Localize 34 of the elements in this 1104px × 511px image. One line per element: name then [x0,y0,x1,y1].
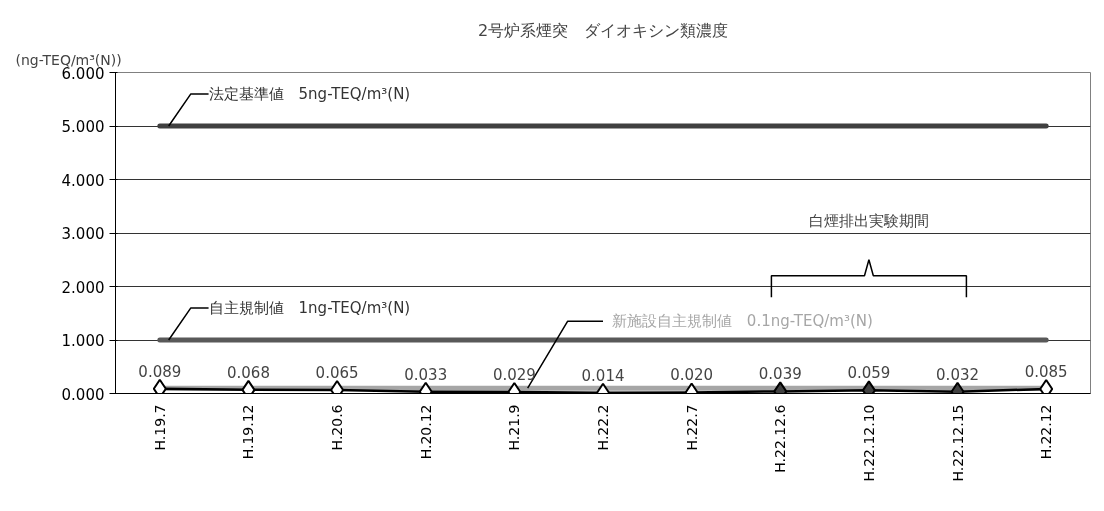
chart-title: 2号炉系煙突 ダイオキシン類濃度 [477,20,729,40]
ref-line-label: 法定基準値 5ng-TEQ/m³(N) [208,84,411,103]
x-tick-label: H.19.12 [240,404,257,460]
y-tick-label: 0.000 [61,385,105,404]
x-tick-label: H.20.6 [329,404,346,451]
x-tick-label: H.19.7 [151,404,168,451]
annotation: 白煙排出実験期間 [808,212,929,231]
y-axis-title: (ng-TEQ/m³(N)) [15,51,122,68]
x-tick-label: H.21.9 [506,404,523,451]
x-tick-label: H.22.12.10 [860,404,877,482]
data-label: 0.039 [758,365,802,384]
y-tick-label: 2.000 [61,278,105,297]
data-label: 0.065 [315,364,359,383]
data-label: 0.020 [670,366,714,385]
data-label: 0.068 [226,363,270,382]
x-tick-label: H.22.7 [683,404,700,451]
x-tick-label: H.22.12.6 [772,404,789,473]
ref-line-label: 新施設自主規制値 0.1ng-TEQ/m³(N) [611,312,873,331]
x-tick-label: H.22.12.15 [949,404,966,482]
data-label: 0.059 [847,364,891,383]
data-label: 0.014 [581,366,625,385]
x-tick-label: H.20.12 [417,404,434,460]
y-tick-label: 3.000 [61,225,105,243]
data-label: 0.085 [1024,362,1068,381]
ref-line-label: 自主規制値 1ng-TEQ/m³(N) [208,298,411,317]
data-label: 0.089 [138,362,182,381]
x-tick-label: H.22.2 [595,404,611,451]
data-label: 0.032 [936,365,980,384]
y-tick-label: 5.000 [61,118,105,136]
data-label: 0.029 [492,365,536,384]
data-label: 0.033 [404,365,448,384]
x-tick-label: H.22.12 [1038,404,1055,460]
y-tick-label: 1.000 [61,332,105,350]
y-tick-label: 4.000 [61,171,105,190]
